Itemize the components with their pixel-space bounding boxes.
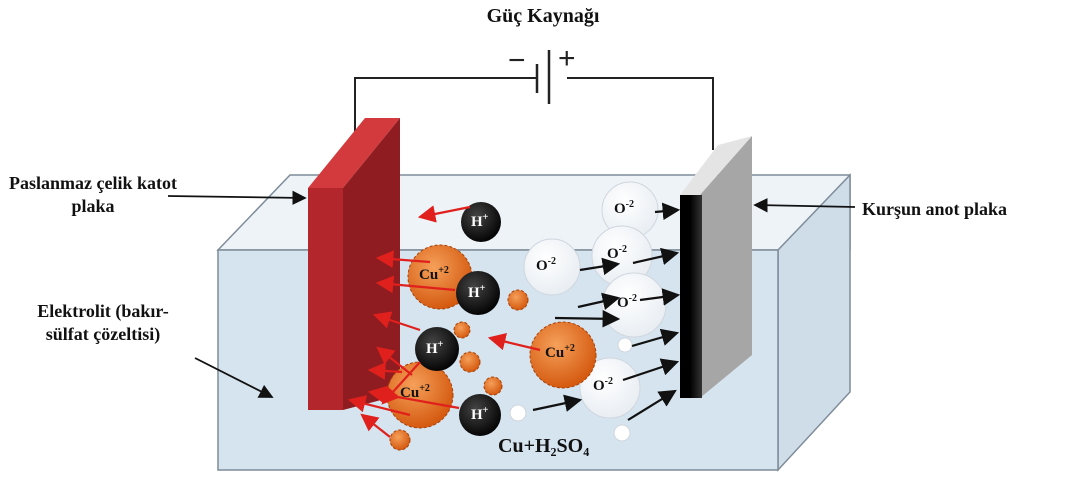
small-cu: [389, 429, 411, 451]
battery-symbol: [535, 50, 551, 104]
cathode-plate: [308, 118, 400, 410]
h-ion-label: H+: [471, 405, 489, 423]
o-ion-label: O-2: [614, 199, 635, 217]
h-ion-label: H+: [468, 283, 486, 301]
o-ion-label: O-2: [607, 244, 628, 262]
cu-ion-label: Cu+2: [545, 343, 575, 361]
negative-terminal-sign: −: [508, 44, 526, 77]
electrolyte-label: Elektrolit (bakır-sülfat çözeltisi): [37, 301, 169, 344]
small-ion: [509, 404, 527, 422]
h-ion-label: H+: [471, 212, 489, 230]
circuit-wire: [354, 77, 714, 150]
anode-label: Kurşun anot plaka: [862, 199, 1008, 219]
cu-ion: [529, 321, 597, 389]
o-ion-label: O-2: [593, 376, 614, 394]
h-ion: [461, 202, 501, 242]
power-source-title: Güç Kaynağı: [486, 5, 600, 27]
electrolyte-label-arrow: [194, 357, 274, 398]
h-ion: [459, 394, 501, 436]
h-ion: [415, 327, 459, 371]
small-ion: [617, 337, 633, 353]
small-ion: [613, 424, 631, 442]
label-arrows: [167, 190, 856, 398]
h-ion: [456, 271, 500, 315]
o-ion: [523, 238, 581, 296]
cu-ion-label: Cu+2: [419, 265, 449, 283]
o-ion-label: O-2: [536, 256, 557, 274]
anode-label-arrow: [753, 198, 856, 213]
anode-migration-arrows: [532, 202, 681, 421]
cu-ion-label: Cu+2: [400, 383, 430, 401]
anode-plate: [680, 136, 752, 398]
cathode-migration-arrows: [347, 205, 541, 438]
cathode-label-arrow: [167, 190, 307, 206]
o-ion-label: O-2: [617, 293, 638, 311]
solution-formula: Cu+H₂SO₄: [498, 435, 590, 457]
cu-ions: [386, 244, 597, 451]
h-ion-label: H+: [426, 339, 444, 357]
o-ions: [509, 181, 667, 442]
small-cu: [459, 351, 481, 373]
cathode-label: Paslanmaz çelik katot plaka: [9, 173, 177, 216]
h-ions: [415, 202, 501, 436]
small-cu: [507, 289, 529, 311]
o-ion: [579, 357, 641, 419]
positive-terminal-sign: +: [558, 42, 576, 75]
small-cu: [453, 321, 471, 339]
small-cu: [483, 376, 503, 396]
